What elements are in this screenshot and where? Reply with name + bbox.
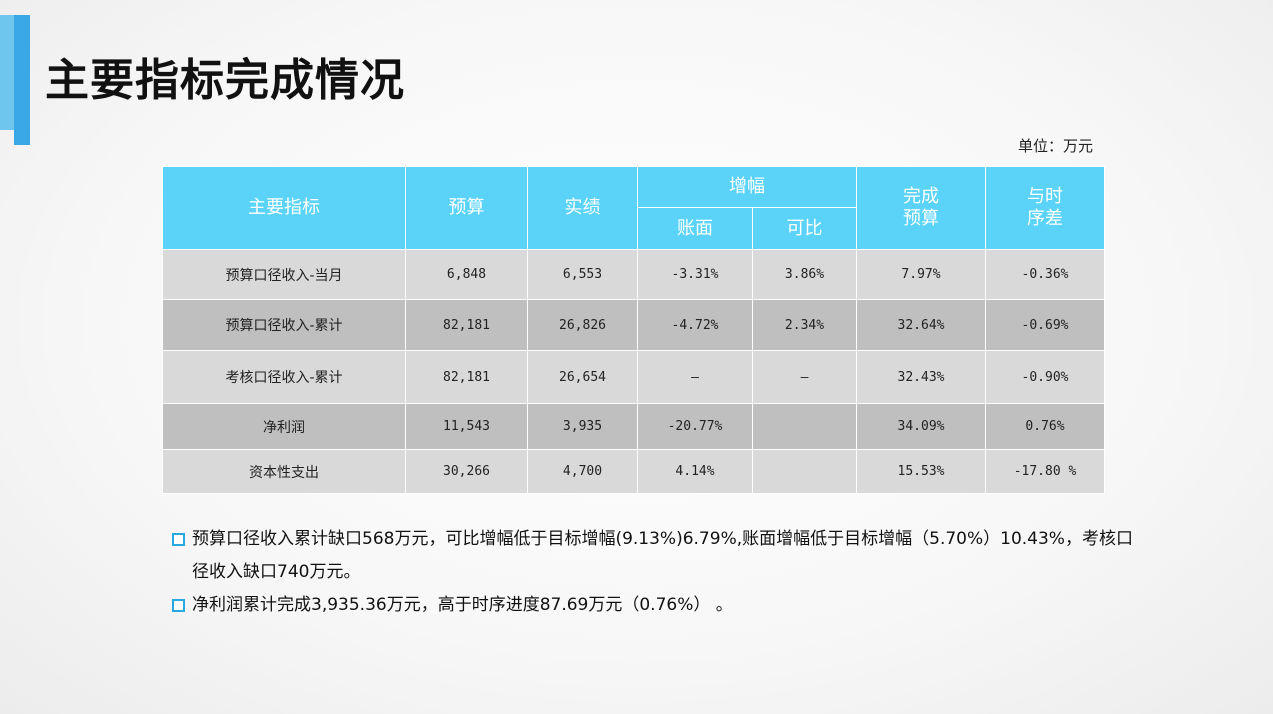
cell-budget: 82,181 [405, 350, 528, 404]
cell-time-gap: -0.69% [985, 299, 1105, 351]
cell-comparable: 3.86% [752, 249, 857, 300]
cell-budget: 6,848 [405, 249, 528, 300]
header-actual: 实绩 [527, 166, 638, 250]
cell-comparable: — [752, 350, 857, 404]
bullet-item: 净利润累计完成3,935.36万元，高于时序进度87.69万元（0.76%） 。 [172, 589, 1142, 622]
bullet-text: 预算口径收入累计缺口568万元，可比增幅低于目标增幅(9.13%)6.79%,账… [192, 529, 1133, 582]
cell-indicator: 资本性支出 [162, 449, 406, 494]
cell-completion: 15.53% [856, 449, 986, 494]
cell-actual: 3,935 [527, 403, 638, 450]
bullet-text: 净利润累计完成3,935.36万元，高于时序进度87.69万元（0.76%） 。 [192, 595, 733, 615]
table-row: 预算口径收入-当月 6,848 6,553 -3.31% 3.86% 7.97%… [162, 249, 1105, 300]
table-row: 预算口径收入-累计 82,181 26,826 -4.72% 2.34% 32.… [162, 299, 1105, 351]
cell-indicator: 考核口径收入-累计 [162, 350, 406, 404]
cell-time-gap: -17.80 % [985, 449, 1105, 494]
table-row: 净利润 11,543 3,935 -20.77% 34.09% 0.76% [162, 403, 1105, 450]
cell-actual: 26,826 [527, 299, 638, 351]
cell-completion: 32.64% [856, 299, 986, 351]
header-time-gap: 与时 序差 [985, 166, 1105, 250]
cell-completion: 7.97% [856, 249, 986, 300]
cell-indicator: 净利润 [162, 403, 406, 450]
summary-bullets: 预算口径收入累计缺口568万元，可比增幅低于目标增幅(9.13%)6.79%,账… [172, 523, 1142, 622]
cell-indicator: 预算口径收入-累计 [162, 299, 406, 351]
kpi-table: 主要指标 预算 实绩 增幅 完成 预算 与时 序差 账面 可比 预算口径收入-当… [162, 166, 1105, 494]
header-growth-book: 账面 [637, 207, 753, 250]
unit-label: 单位：万元 [1018, 137, 1094, 155]
cell-time-gap: -0.36% [985, 249, 1105, 300]
header-growth-comparable: 可比 [752, 207, 857, 250]
cell-budget: 82,181 [405, 299, 528, 351]
cell-book: — [637, 350, 753, 404]
cell-book: 4.14% [637, 449, 753, 494]
table-row: 考核口径收入-累计 82,181 26,654 — — 32.43% -0.90… [162, 350, 1105, 404]
cell-actual: 26,654 [527, 350, 638, 404]
cell-budget: 11,543 [405, 403, 528, 450]
cell-completion: 34.09% [856, 403, 986, 450]
cell-actual: 6,553 [527, 249, 638, 300]
header-indicator: 主要指标 [162, 166, 406, 250]
square-bullet-icon [172, 599, 185, 612]
cell-time-gap: -0.90% [985, 350, 1105, 404]
square-bullet-icon [172, 533, 185, 546]
cell-budget: 30,266 [405, 449, 528, 494]
cell-book: -3.31% [637, 249, 753, 300]
cell-indicator: 预算口径收入-当月 [162, 249, 406, 300]
cell-actual: 4,700 [527, 449, 638, 494]
cell-comparable: 2.34% [752, 299, 857, 351]
cell-comparable [752, 403, 857, 450]
cell-completion: 32.43% [856, 350, 986, 404]
accent-bar-dark [14, 15, 30, 145]
cell-time-gap: 0.76% [985, 403, 1105, 450]
cell-book: -4.72% [637, 299, 753, 351]
table-row: 资本性支出 30,266 4,700 4.14% 15.53% -17.80 % [162, 449, 1105, 494]
header-budget: 预算 [405, 166, 528, 250]
bullet-item: 预算口径收入累计缺口568万元，可比增幅低于目标增幅(9.13%)6.79%,账… [172, 523, 1142, 589]
header-growth: 增幅 [637, 166, 857, 208]
cell-comparable [752, 449, 857, 494]
accent-bar-light [0, 15, 14, 130]
page-title: 主要指标完成情况 [45, 55, 405, 106]
header-completion: 完成 预算 [856, 166, 986, 250]
cell-book: -20.77% [637, 403, 753, 450]
